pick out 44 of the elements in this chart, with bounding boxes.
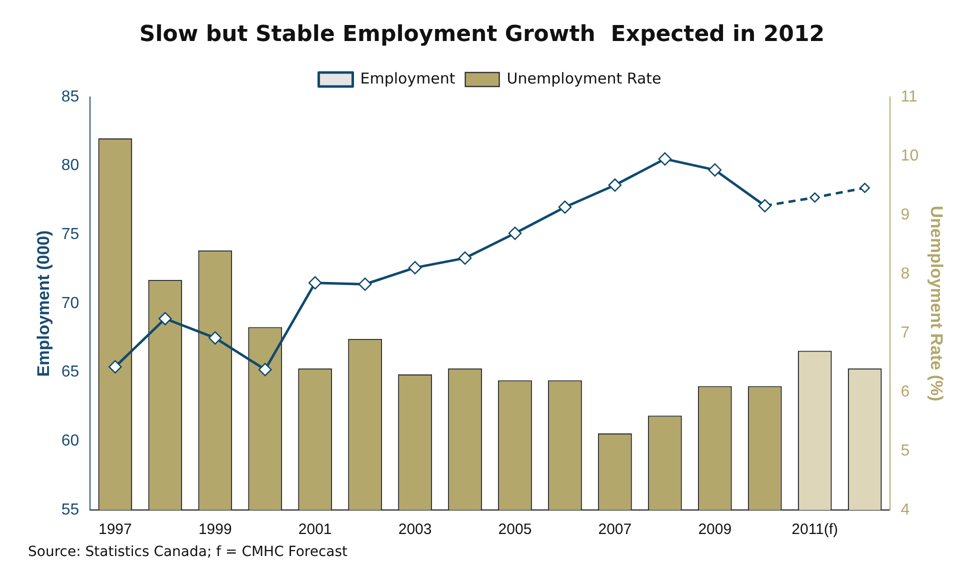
x-tick-label: 2007 [598, 521, 632, 538]
point [258, 362, 272, 376]
y2-axis-title: Unemployment Rate (%) [927, 206, 946, 402]
y2-tick-label: 7 [900, 324, 910, 342]
y-axis-title: Employment (000) [34, 230, 53, 377]
y2-tick-label: 11 [900, 88, 918, 106]
x-tick-label: 2009 [698, 521, 732, 538]
y2-tick-label: 6 [900, 383, 910, 400]
x-tick-label: 2003 [398, 521, 432, 538]
point [158, 312, 172, 326]
point [358, 278, 372, 291]
point [810, 192, 820, 203]
y2-tick-label: 4 [900, 501, 910, 518]
point [458, 251, 472, 265]
x-tick-label: 1997 [98, 521, 132, 538]
source-note: Source: Statistics Canada; f = CMHC Forecast [28, 544, 348, 560]
point [558, 200, 572, 214]
y2-tick-label: 10 [900, 147, 919, 164]
x-tick-label: 1999 [198, 521, 232, 538]
y-tick-label: 55 [61, 501, 80, 518]
legend-label: Employment [360, 69, 456, 88]
x-tick-label: 2011(f) [792, 521, 838, 538]
point [308, 276, 322, 290]
point [608, 178, 622, 192]
point [708, 163, 722, 177]
y2-tick-label: 9 [900, 206, 910, 224]
point [208, 331, 222, 345]
y-tick-label: 60 [61, 432, 80, 450]
point [658, 152, 672, 166]
point [108, 360, 122, 374]
y2-tick-label: 5 [900, 442, 910, 460]
y2-tick-label: 8 [900, 265, 910, 282]
y-tick-label: 85 [61, 88, 80, 106]
y-tick-label: 75 [61, 226, 80, 244]
legend-label: Unemployment Rate [506, 69, 662, 88]
chart-title: Slow but Stable Employment Growth Expected in 2012 [138, 22, 826, 47]
y-tick-label: 80 [61, 157, 80, 174]
y-tick-label: 65 [61, 364, 80, 381]
point [508, 226, 522, 240]
x-tick-label: 2001 [298, 521, 332, 538]
point [408, 261, 422, 274]
point [860, 182, 870, 194]
y-tick-label: 70 [61, 294, 80, 312]
x-tick-label: 2005 [498, 521, 532, 538]
